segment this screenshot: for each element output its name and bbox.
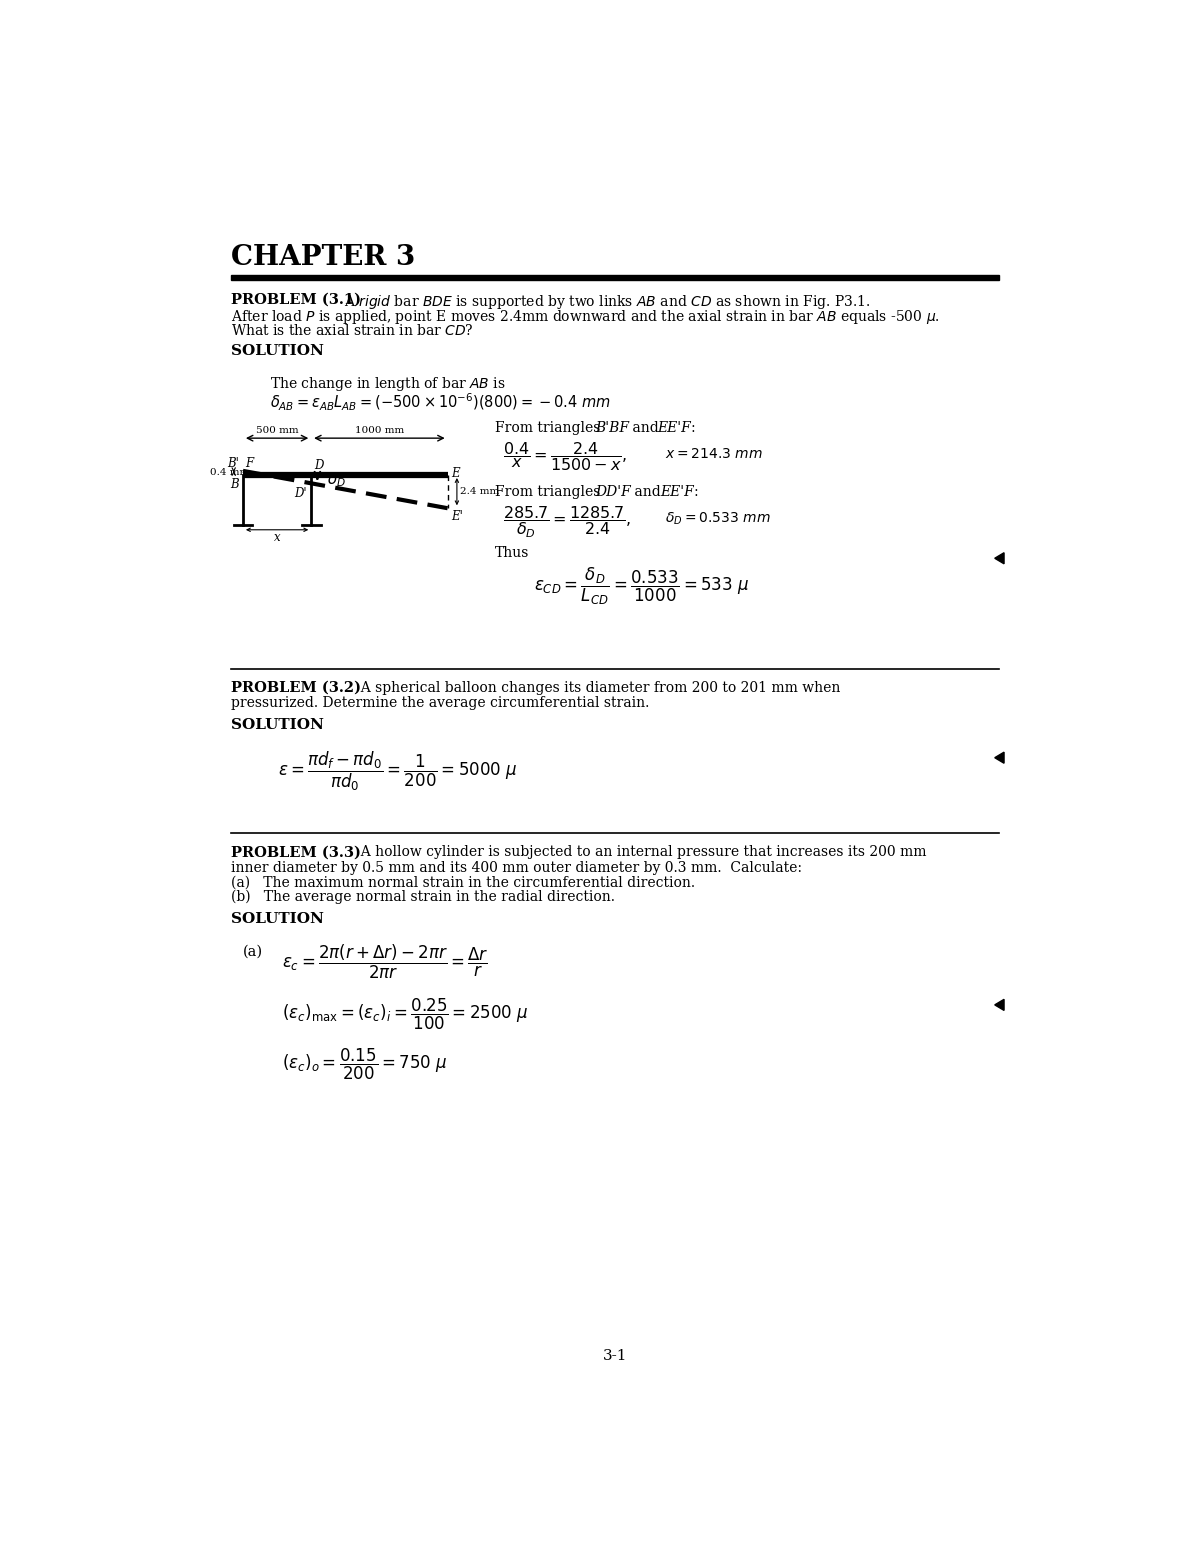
Text: :: :: [694, 485, 698, 499]
Text: 500 mm: 500 mm: [256, 426, 299, 435]
Text: B'BF: B'BF: [595, 421, 630, 435]
Text: :: :: [691, 421, 696, 435]
Text: x: x: [274, 531, 281, 544]
Bar: [232, 275, 998, 280]
Text: SOLUTION: SOLUTION: [232, 345, 324, 359]
Text: PROBLEM (3.2): PROBLEM (3.2): [232, 680, 361, 694]
Text: B: B: [229, 478, 239, 491]
Text: (b)   The average normal strain in the radial direction.: (b) The average normal strain in the rad…: [232, 890, 616, 904]
Text: $\delta_D$: $\delta_D$: [326, 471, 346, 489]
Text: 1000 mm: 1000 mm: [355, 426, 404, 435]
Text: and: and: [628, 421, 664, 435]
Text: $\delta_D = 0.533 \ \mathit{mm}$: $\delta_D = 0.533 \ \mathit{mm}$: [665, 511, 772, 526]
Text: B': B': [227, 457, 239, 471]
Text: pressurized. Determine the average circumferential strain.: pressurized. Determine the average circu…: [232, 696, 649, 710]
Text: SOLUTION: SOLUTION: [232, 717, 324, 731]
Text: A $\it{rigid}$ bar $\it{BDE}$ is supported by two links $\it{AB}$ and $\it{CD}$ : A $\it{rigid}$ bar $\it{BDE}$ is support…: [343, 292, 870, 311]
Text: A hollow cylinder is subjected to an internal pressure that increases its 200 mm: A hollow cylinder is subjected to an int…: [352, 845, 926, 859]
Text: $x = 214.3 \ \mathit{mm}$: $x = 214.3 \ \mathit{mm}$: [665, 447, 763, 461]
Text: $\varepsilon_c = \dfrac{2\pi(r+\Delta r) - 2\pi r}{2\pi r} = \dfrac{\Delta r}{r}: $\varepsilon_c = \dfrac{2\pi(r+\Delta r)…: [282, 943, 488, 980]
Text: A spherical balloon changes its diameter from 200 to 201 mm when: A spherical balloon changes its diameter…: [352, 680, 840, 694]
Text: EE'F: EE'F: [658, 421, 691, 435]
Text: $\varepsilon = \dfrac{\pi d_f - \pi d_0}{\pi d_0} = \dfrac{1}{200} = 5000 \ \mu$: $\varepsilon = \dfrac{\pi d_f - \pi d_0}…: [278, 750, 517, 794]
Text: D': D': [294, 488, 306, 500]
Text: F: F: [245, 457, 253, 471]
Text: After load $\it{P}$ is applied, point E moves 2.4mm downward and the axial strai: After load $\it{P}$ is applied, point E …: [232, 307, 941, 326]
Polygon shape: [995, 999, 1004, 1011]
Text: $(\varepsilon_c)_{\mathrm{max}} = (\varepsilon_c)_i = \dfrac{0.25}{100} = 2500 \: $(\varepsilon_c)_{\mathrm{max}} = (\vare…: [282, 997, 528, 1031]
Text: PROBLEM (3.1): PROBLEM (3.1): [232, 292, 361, 306]
Text: SOLUTION: SOLUTION: [232, 912, 324, 926]
Polygon shape: [995, 752, 1004, 763]
Text: $\varepsilon_{CD} = \dfrac{\delta_D}{L_{CD}} = \dfrac{0.533}{1000} = 533 \ \mu$: $\varepsilon_{CD} = \dfrac{\delta_D}{L_{…: [534, 565, 749, 607]
Text: $(\varepsilon_c)_o = \dfrac{0.15}{200} = 750 \ \mu$: $(\varepsilon_c)_o = \dfrac{0.15}{200} =…: [282, 1047, 448, 1082]
Text: E': E': [451, 509, 462, 523]
Text: PROBLEM (3.3): PROBLEM (3.3): [232, 845, 361, 859]
Text: $\dfrac{0.4}{x} = \dfrac{2.4}{1500-x},$: $\dfrac{0.4}{x} = \dfrac{2.4}{1500-x},$: [503, 441, 628, 474]
Text: What is the axial strain in bar $\it{CD}$?: What is the axial strain in bar $\it{CD}…: [232, 323, 474, 337]
Text: $\delta_{AB} = \varepsilon_{AB} L_{AB} = (-500 \times 10^{-6})(800) = -0.4 \ \ma: $\delta_{AB} = \varepsilon_{AB} L_{AB} =…: [270, 391, 611, 413]
Polygon shape: [995, 553, 1004, 564]
Text: $\dfrac{285.7}{\delta_D} = \dfrac{1285.7}{2.4},$: $\dfrac{285.7}{\delta_D} = \dfrac{1285.7…: [503, 505, 631, 540]
Text: E: E: [451, 467, 460, 480]
Text: inner diameter by 0.5 mm and its 400 mm outer diameter by 0.3 mm.  Calculate:: inner diameter by 0.5 mm and its 400 mm …: [232, 860, 803, 874]
Text: (a)   The maximum normal strain in the circumferential direction.: (a) The maximum normal strain in the cir…: [232, 876, 696, 890]
Text: Thus: Thus: [494, 547, 529, 561]
Text: 2.4 mm: 2.4 mm: [460, 488, 499, 495]
Text: EE'F: EE'F: [660, 485, 694, 499]
Text: CHAPTER 3: CHAPTER 3: [232, 244, 415, 272]
Text: and: and: [630, 485, 666, 499]
Text: 3-1: 3-1: [602, 1350, 628, 1364]
Text: 0.4 mm: 0.4 mm: [210, 467, 250, 477]
Text: (a): (a): [242, 944, 263, 958]
Text: From triangles: From triangles: [494, 421, 605, 435]
Text: From triangles: From triangles: [494, 485, 605, 499]
Text: DD'F: DD'F: [595, 485, 631, 499]
Text: D: D: [314, 460, 324, 472]
Text: The change in length of bar $\it{AB}$ is: The change in length of bar $\it{AB}$ is: [270, 374, 506, 393]
